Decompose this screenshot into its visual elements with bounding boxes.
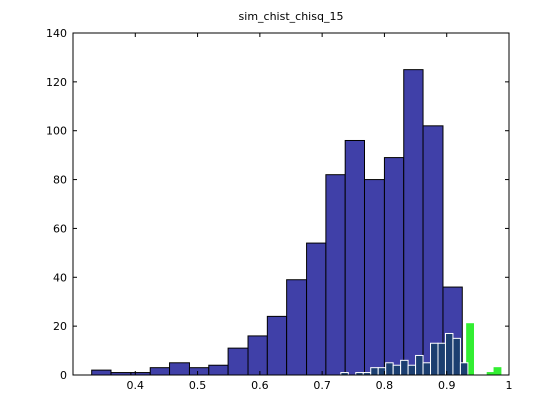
bar (344, 139, 365, 376)
bar (363, 179, 385, 376)
y-tick-label: 20 (53, 320, 67, 333)
x-tick-label: 0.9 (438, 379, 456, 392)
plot-frame (72, 32, 510, 376)
bar (169, 362, 190, 376)
chart-title: sim_chist_chisq_15 (239, 10, 344, 23)
y-tick-label: 0 (60, 369, 67, 382)
x-tick-label: 0.7 (313, 379, 331, 392)
bar (227, 347, 249, 376)
x-tick-label: 1 (506, 379, 513, 392)
y-tick-label: 120 (46, 76, 67, 89)
bar (370, 367, 379, 376)
bar (407, 364, 417, 376)
bar (422, 125, 444, 376)
bar (247, 335, 268, 376)
bar (459, 362, 469, 376)
y-tick-label: 140 (46, 27, 67, 40)
bar (403, 69, 424, 376)
bar (400, 359, 409, 376)
bar (149, 367, 171, 376)
bar (208, 364, 229, 376)
bar (437, 342, 446, 376)
bar (452, 337, 461, 376)
bar (422, 362, 432, 376)
bar (188, 367, 210, 376)
bar (385, 362, 394, 376)
x-tick-label: 0.6 (251, 379, 269, 392)
bar (493, 367, 502, 376)
bar (415, 354, 424, 376)
bar (306, 242, 327, 376)
bar (392, 364, 402, 376)
bar (266, 315, 288, 376)
x-tick-label: 0.8 (376, 379, 394, 392)
y-tick-label: 100 (46, 125, 67, 138)
bar (286, 279, 308, 376)
y-tick-label: 40 (53, 271, 67, 284)
bar (444, 332, 454, 376)
bar (430, 342, 439, 376)
x-tick-label: 0.4 (127, 379, 145, 392)
bar (325, 174, 346, 376)
bar (383, 157, 405, 376)
bar (91, 369, 112, 376)
y-tick-label: 60 (53, 222, 67, 235)
y-tick-label: 80 (53, 174, 67, 187)
x-tick-label: 0.5 (189, 379, 207, 392)
